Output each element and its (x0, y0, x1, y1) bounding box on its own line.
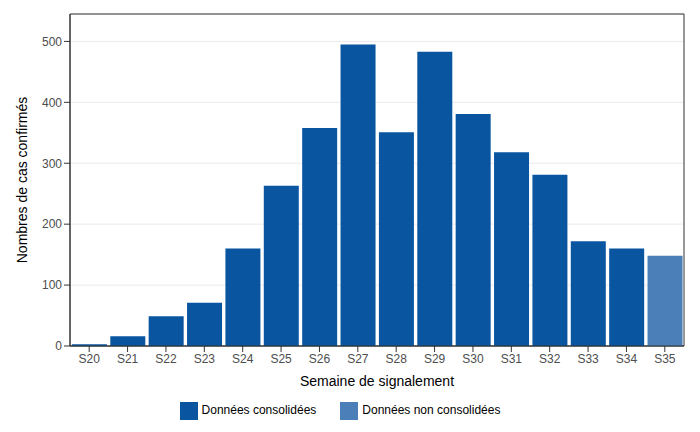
svg-text:S34: S34 (616, 352, 638, 366)
svg-text:S23: S23 (194, 352, 216, 366)
svg-text:S32: S32 (539, 352, 561, 366)
svg-text:Semaine de signalement: Semaine de signalement (300, 373, 454, 389)
svg-text:S35: S35 (654, 352, 676, 366)
svg-text:S28: S28 (386, 352, 408, 366)
svg-text:Nombres de cas confirmés: Nombres de cas confirmés (14, 97, 30, 264)
svg-text:300: 300 (42, 157, 62, 171)
svg-text:200: 200 (42, 217, 62, 231)
svg-text:S27: S27 (347, 352, 369, 366)
svg-text:S31: S31 (501, 352, 523, 366)
svg-text:S33: S33 (577, 352, 599, 366)
html-text:Données consolidées: Données consolidées (201, 403, 317, 418)
svg-text:S21: S21 (117, 352, 139, 366)
svg-text:S20: S20 (79, 352, 101, 366)
svg-text:S24: S24 (232, 352, 254, 366)
svg-text:S30: S30 (462, 352, 484, 366)
svg-text:500: 500 (42, 35, 62, 49)
svg-text:S26: S26 (309, 352, 331, 366)
svg-text:S29: S29 (424, 352, 446, 366)
html-text:Données non consolidées: Données non consolidées (362, 403, 501, 418)
svg-text:0: 0 (55, 339, 62, 353)
svg-text:S22: S22 (155, 352, 177, 366)
svg-text:100: 100 (42, 278, 62, 292)
svg-text:400: 400 (42, 96, 62, 110)
svg-text:S25: S25 (270, 352, 292, 366)
